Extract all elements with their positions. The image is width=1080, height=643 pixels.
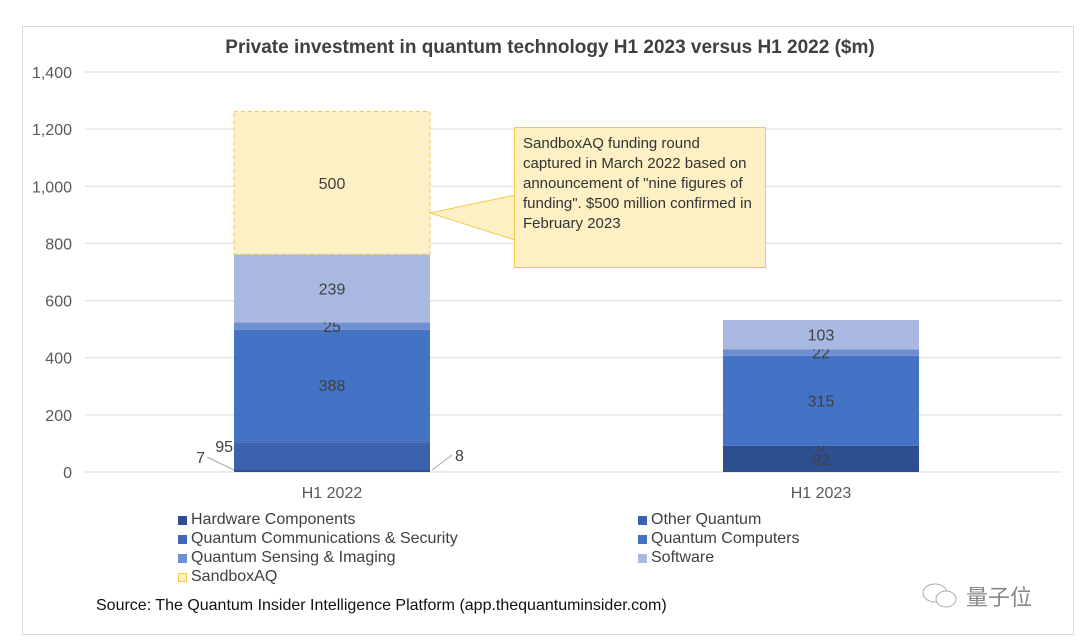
watermark-text: 量子位 [966, 585, 1033, 610]
x-tick-label: H1 2022 [302, 485, 363, 502]
legend-label: Other Quantum [651, 511, 762, 528]
legend-item: Other Quantum [638, 511, 761, 529]
data-label: 500 [319, 176, 346, 193]
data-label: 315 [808, 394, 835, 411]
leader-line [206, 456, 235, 471]
legend-swatch [638, 553, 647, 563]
data-label: 95 [215, 439, 233, 456]
leader-line [431, 454, 453, 471]
legend-item: Quantum Computers [638, 530, 800, 548]
legend-swatch [178, 572, 187, 582]
bar-segment [723, 320, 919, 350]
legend-item: Hardware Components [178, 511, 356, 529]
bar-segment [234, 440, 430, 443]
y-tick-label: 1,000 [32, 179, 72, 196]
y-tick-label: 200 [45, 408, 72, 425]
legend-label: Quantum Communications & Security [191, 530, 458, 547]
y-tick-label: 1,200 [32, 122, 72, 139]
data-label: 7 [196, 450, 205, 467]
bar-segment [234, 470, 430, 472]
bar-segment [233, 110, 431, 255]
data-label: 388 [319, 378, 346, 395]
data-label: 103 [808, 328, 835, 345]
legend-item: Software [638, 549, 714, 567]
data-label: 0 [817, 438, 826, 455]
legend-label: Quantum Sensing & Imaging [191, 549, 396, 566]
watermark: 量子位 [920, 580, 1032, 612]
y-tick-label: 400 [45, 351, 72, 368]
source-note: Source: The Quantum Insider Intelligence… [96, 597, 667, 614]
chart-frame [22, 26, 1074, 635]
y-tick-label: 800 [45, 236, 72, 253]
bar-segment [234, 254, 430, 323]
legend-swatch [638, 534, 647, 544]
legend-item: Quantum Communications & Security [178, 530, 458, 548]
y-tick-label: 1,400 [32, 65, 72, 82]
bar-segment [723, 355, 919, 446]
bar-segment [234, 322, 430, 330]
legend-item: SandboxAQ [178, 568, 277, 586]
data-label: 8 [455, 448, 464, 465]
legend-label: Quantum Computers [651, 530, 800, 547]
x-tick-label: H1 2023 [791, 485, 852, 502]
callout-pointer [428, 194, 516, 241]
legend-item: Quantum Sensing & Imaging [178, 549, 396, 567]
y-tick-label: 0 [63, 465, 72, 482]
bar-segment [723, 349, 919, 356]
legend-label: Software [651, 549, 715, 566]
legend-label: SandboxAQ [191, 568, 278, 585]
legend-label: Hardware Components [191, 511, 356, 528]
legend-swatch [638, 515, 647, 525]
legend-swatch [178, 534, 187, 544]
data-label: 25 [323, 319, 341, 336]
data-label: 239 [319, 281, 346, 298]
bar-segment [234, 329, 430, 441]
bar-segment [723, 445, 919, 472]
chart-title: Private investment in quantum technology… [225, 37, 874, 58]
wechat-icon [922, 583, 957, 608]
bar-segment [234, 442, 430, 470]
y-tick-label: 600 [45, 294, 72, 311]
legend-swatch [178, 515, 187, 525]
sandboxaq-annotation: SandboxAQ funding round captured in Marc… [514, 127, 766, 268]
data-label: 92 [812, 452, 830, 469]
data-label: 22 [812, 346, 830, 363]
legend-swatch [178, 553, 187, 563]
